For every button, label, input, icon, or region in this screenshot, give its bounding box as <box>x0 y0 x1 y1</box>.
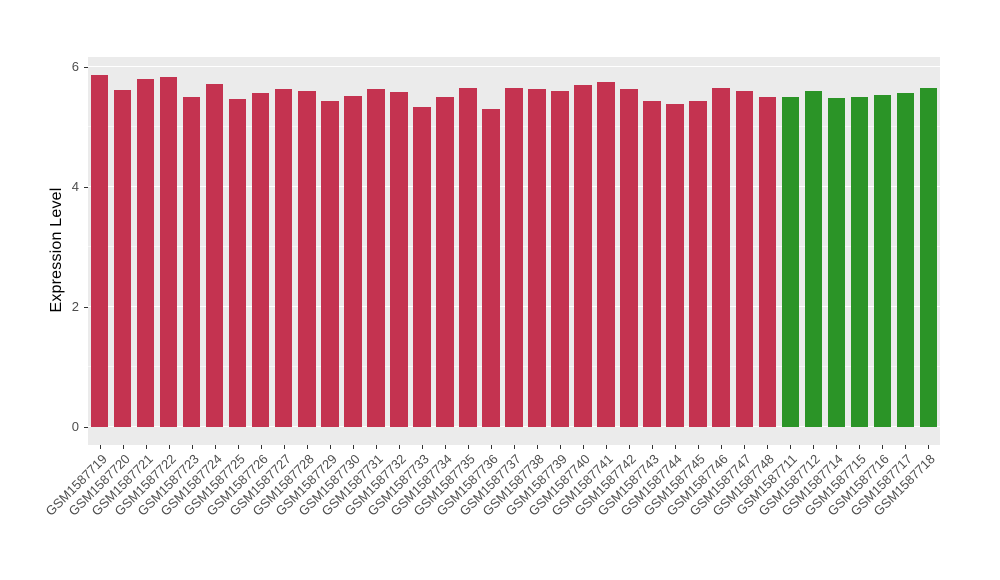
x-tick-mark <box>698 445 700 449</box>
gridline-major <box>88 66 940 67</box>
bar <box>482 109 500 427</box>
x-tick-mark <box>467 445 469 449</box>
x-tick-mark <box>352 445 354 449</box>
bar <box>896 92 915 427</box>
x-tick-mark <box>168 445 170 449</box>
bar <box>413 107 431 427</box>
x-tick-mark <box>514 445 515 449</box>
bar <box>712 88 730 427</box>
bar <box>251 92 270 427</box>
x-tick-mark <box>537 445 539 449</box>
x-tick-mark <box>629 445 631 449</box>
bar <box>459 88 477 427</box>
bar <box>735 91 754 427</box>
x-tick-mark <box>444 445 446 449</box>
y-tick-label: 4 <box>71 179 79 194</box>
x-tick-mark <box>283 445 285 449</box>
x-tick-mark <box>145 445 147 449</box>
bar <box>321 101 339 427</box>
x-tick-mark <box>398 445 400 449</box>
bar <box>528 89 546 427</box>
bar <box>804 91 823 427</box>
bar <box>827 98 846 427</box>
x-tick-mark <box>859 445 861 449</box>
x-tick-mark <box>813 445 815 449</box>
bar <box>597 82 615 427</box>
y-tick-label: 2 <box>71 299 79 314</box>
bar <box>758 97 777 427</box>
x-tick-mark <box>606 445 608 449</box>
bar <box>850 97 869 427</box>
bar <box>666 104 684 427</box>
x-tick-mark <box>675 445 677 449</box>
y-axis-title: Expression Level <box>48 187 65 313</box>
x-tick-mark <box>490 445 492 449</box>
x-tick-mark <box>237 445 239 449</box>
bar <box>274 89 293 427</box>
y-tick-mark <box>84 187 88 188</box>
bar <box>919 88 938 427</box>
bar <box>620 89 638 427</box>
bar <box>505 88 523 427</box>
x-tick-mark <box>329 445 331 449</box>
x-tick-mark <box>421 445 423 449</box>
bar <box>390 92 408 427</box>
x-tick-mark <box>560 445 562 449</box>
x-tick-mark <box>306 445 308 449</box>
x-tick-mark <box>260 445 262 449</box>
x-tick-mark <box>99 445 101 449</box>
bar <box>228 98 247 427</box>
y-tick-label: 6 <box>71 59 79 74</box>
x-tick-mark <box>836 445 838 449</box>
x-tick-mark <box>583 445 585 449</box>
x-tick-mark <box>744 445 746 449</box>
bar <box>367 89 385 427</box>
bar <box>873 95 892 427</box>
y-tick-mark <box>84 67 88 68</box>
bar <box>781 97 800 427</box>
bar <box>436 97 454 427</box>
bar <box>344 95 362 427</box>
bar <box>182 97 201 427</box>
x-tick-mark <box>928 445 930 449</box>
bar <box>643 101 661 427</box>
y-tick-mark <box>84 427 88 428</box>
x-tick-mark <box>652 445 654 449</box>
x-tick-mark <box>767 445 769 449</box>
plot-panel <box>88 57 940 445</box>
bar <box>159 77 178 427</box>
x-tick-mark <box>214 445 216 449</box>
bar <box>551 91 569 427</box>
x-tick-mark <box>882 445 884 449</box>
x-tick-mark <box>721 445 723 449</box>
bar <box>205 83 224 427</box>
bar <box>298 91 316 427</box>
x-tick-mark <box>122 445 124 449</box>
bar <box>689 101 707 427</box>
x-tick-mark <box>905 445 907 449</box>
x-tick-mark <box>790 445 792 449</box>
bar <box>574 85 592 427</box>
bar <box>136 79 155 427</box>
y-tick-mark <box>84 307 88 308</box>
x-tick-mark <box>375 445 377 449</box>
y-tick-label: 0 <box>71 419 79 434</box>
x-tick-mark <box>191 445 193 449</box>
bar <box>113 89 132 427</box>
bar <box>90 74 109 427</box>
